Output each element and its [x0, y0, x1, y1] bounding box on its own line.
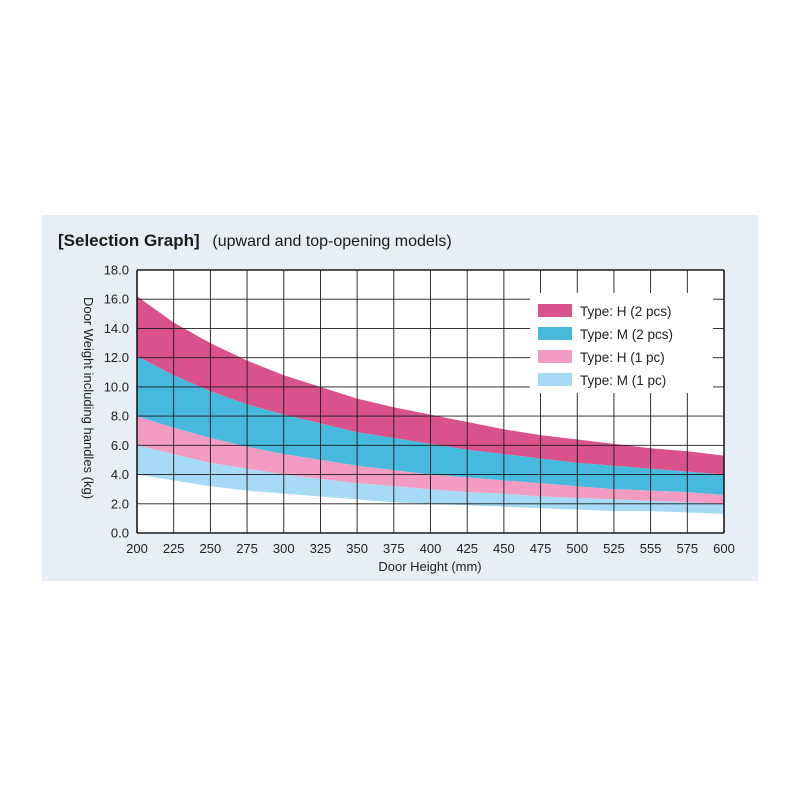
y-tick-label: 10.0 — [104, 379, 129, 394]
chart-heading: [Selection Graph] (upward and top-openin… — [58, 231, 452, 251]
x-tick-label: 450 — [493, 541, 515, 556]
x-tick-label: 275 — [236, 541, 258, 556]
x-tick-label: 525 — [603, 541, 625, 556]
y-tick-label: 2.0 — [111, 496, 129, 511]
y-tick-label: 6.0 — [111, 438, 129, 453]
legend-swatch — [538, 327, 572, 340]
x-axis-title: Door Height (mm) — [378, 559, 481, 574]
chart-title: [Selection Graph] — [58, 231, 200, 250]
tick-labels: 200 225 250 275 300 325 350 375 400 425 450 475 500 5… — [104, 263, 735, 557]
x-tick-label: 375 — [383, 541, 405, 556]
legend-label: Type: H (2 pcs) — [580, 304, 672, 319]
legend-label: Type: H (1 pc) — [580, 350, 665, 365]
x-tick-label: 425 — [456, 541, 478, 556]
legend-swatch — [538, 373, 572, 386]
y-axis-title: Door Weight including handles (kg) — [81, 297, 96, 499]
legend: Type: H (2 pcs) Type: M (2 pcs) Type: H (1… — [530, 293, 713, 393]
x-tick-label: 250 — [200, 541, 222, 556]
y-tick-label: 0.0 — [111, 526, 129, 541]
chart-subtitle: (upward and top-opening models) — [212, 233, 452, 250]
x-tick-label: 500 — [566, 541, 588, 556]
y-tick-label: 16.0 — [104, 292, 129, 307]
y-tick-label: 12.0 — [104, 350, 129, 365]
x-tick-label: 225 — [163, 541, 185, 556]
y-tick-label: 18.0 — [104, 263, 129, 278]
x-tick-label: 475 — [530, 541, 552, 556]
y-tick-label: 14.0 — [104, 321, 129, 336]
x-tick-label: 350 — [346, 541, 368, 556]
legend-label: Type: M (1 pc) — [580, 373, 666, 388]
x-tick-label: 555 — [640, 541, 662, 556]
legend-swatch — [538, 304, 572, 317]
legend-swatch — [538, 350, 572, 363]
x-tick-label: 600 — [713, 541, 735, 556]
y-tick-label: 4.0 — [111, 467, 129, 482]
x-tick-label: 200 — [126, 541, 148, 556]
x-tick-label: 325 — [310, 541, 332, 556]
x-tick-label: 300 — [273, 541, 295, 556]
y-tick-label: 8.0 — [111, 409, 129, 424]
legend-label: Type: M (2 pcs) — [580, 327, 673, 342]
x-tick-label: 575 — [676, 541, 698, 556]
x-tick-label: 400 — [420, 541, 442, 556]
